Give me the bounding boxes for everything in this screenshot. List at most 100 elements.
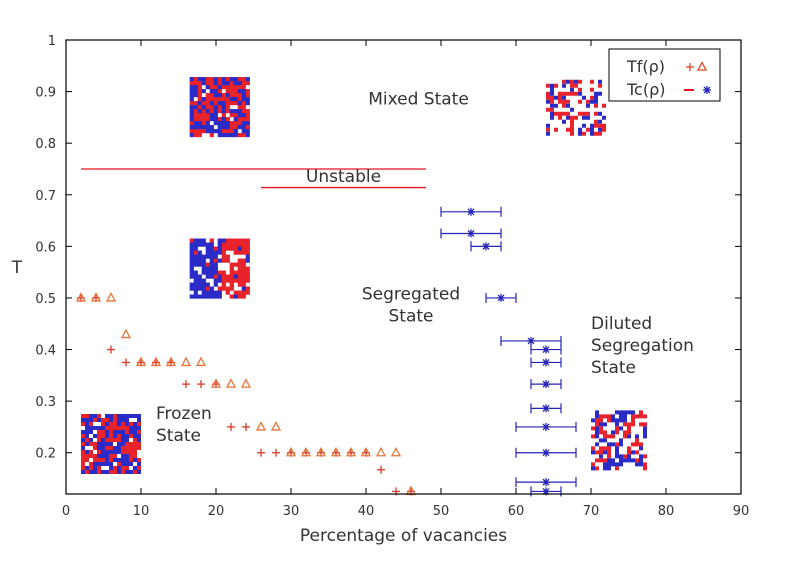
snapshot-blue-particles: [189, 238, 250, 299]
point-tf-plus: [197, 380, 205, 389]
x-tick-label: 0: [62, 504, 70, 519]
legend-tc-star: [703, 86, 711, 94]
star-d2: [467, 208, 475, 216]
legend-tf-plus: [686, 63, 694, 71]
y-tick-label: 0.4: [35, 344, 56, 359]
snapshot-blue-particles: [189, 77, 250, 138]
annotation-line: Segregation: [591, 336, 694, 356]
snapshot-mixed: [189, 77, 250, 138]
star-d2: [482, 242, 490, 250]
snapshot-blue-particles: [546, 79, 606, 136]
point-tf-triangle: [390, 446, 402, 457]
y-tick-label: 0.7: [35, 189, 56, 204]
snapshot-vacancies: [189, 238, 250, 299]
point-tc-star: [542, 478, 550, 487]
annotation-frozen-state: Frozen State: [156, 404, 212, 446]
point-tf-triangle: [360, 446, 372, 457]
point-tc-star: [542, 404, 550, 413]
x-axis-label: Percentage of vacancies: [300, 526, 507, 546]
annotation-segregated-state: Segregated State: [362, 285, 460, 327]
snapshot-frozen: [81, 414, 141, 474]
point-tf-triangle: [210, 378, 222, 388]
y-axis-label: T: [11, 258, 23, 278]
point-tf-triangle: [75, 292, 87, 302]
snapshot-diluted-high: [546, 79, 606, 137]
point-tf-triangle: [195, 356, 207, 367]
annotation-line: State: [591, 358, 636, 378]
y-tick-label: 0.2: [35, 447, 56, 462]
legend-box: [608, 48, 721, 102]
star-d2: [497, 294, 505, 302]
legend-label-tc: Tc(ρ): [626, 80, 666, 99]
snapshot-blue-particles: [591, 410, 647, 471]
point-tc-star: [542, 358, 550, 367]
snapshot-vacancies: [546, 79, 606, 136]
snapshot-blue-particles: [81, 414, 141, 474]
star-d2: [542, 478, 550, 486]
point-tf-plus: [242, 422, 250, 431]
star-d2: [542, 449, 550, 457]
point-tf-triangle: [255, 421, 267, 431]
point-tf-triangle: [180, 356, 192, 367]
star-d2: [703, 86, 711, 94]
point-tf-plus: [272, 448, 280, 457]
y-tick-label: 0.5: [35, 292, 56, 307]
y-tick-label: 0.6: [35, 240, 56, 255]
point-tc-star: [467, 207, 475, 216]
x-tick-label: 40: [358, 504, 375, 519]
x-tick-label: 20: [208, 504, 225, 519]
legend-tf-triangle: [696, 61, 708, 71]
point-tc-star: [482, 242, 490, 251]
point-tf-triangle: [315, 446, 327, 457]
x-tick-label: 50: [433, 504, 450, 519]
point-tf-plus: [182, 380, 190, 389]
point-tf-triangle: [270, 421, 282, 431]
annotation-line: Diluted: [591, 314, 652, 334]
annotation-unstable: Unstable: [306, 167, 381, 187]
star-d2: [542, 346, 550, 354]
x-tick-label: 60: [508, 504, 525, 519]
x-tick-label: 10: [133, 504, 150, 519]
point-tf-triangle: [165, 356, 177, 367]
point-tf-triangle: [135, 356, 147, 367]
star-d2: [542, 358, 550, 366]
point-tf-triangle: [105, 292, 117, 302]
annotation-line: Unstable: [306, 167, 381, 187]
annotation-line: State: [389, 307, 434, 327]
point-tf-plus: [107, 345, 115, 354]
point-tf-triangle: [375, 446, 387, 457]
point-tf-triangle: [240, 378, 252, 388]
point-tf-triangle: [90, 292, 102, 302]
error-bars-layer: [440, 206, 577, 497]
series-*: [467, 207, 550, 496]
snapshot-red-particles: [546, 79, 606, 136]
star-d2: [527, 337, 535, 345]
x-tick-label: 30: [283, 504, 300, 519]
point-tf-triangle: [285, 446, 297, 457]
snapshots-layer: [81, 77, 648, 474]
snapshot-diluted-low: [591, 410, 648, 471]
point-tf-triangle: [225, 378, 237, 388]
point-tf-triangle: [345, 446, 357, 457]
y-tick-label: 0.3: [35, 395, 56, 410]
points-layer: [75, 207, 550, 496]
point-tf-plus: [227, 422, 235, 431]
y-tick-label: 1: [48, 34, 56, 49]
star-d2: [542, 380, 550, 388]
annotation-mixed-state: Mixed State: [368, 89, 469, 109]
point-tf-triangle: [330, 446, 342, 457]
point-tf-triangle: [150, 356, 162, 367]
x-tick-label: 80: [658, 504, 675, 519]
point-tc-star: [467, 229, 475, 238]
legend-label-tf: Tf(ρ): [626, 57, 665, 76]
y-tick-label: 0.9: [35, 86, 56, 101]
point-tf-triangle: [120, 328, 132, 339]
point-tf-plus: [122, 358, 130, 367]
annotation-diluted-segregation-state: Diluted Segregation State: [591, 314, 694, 378]
star-d2: [542, 404, 550, 412]
point-tc-star: [497, 293, 505, 302]
annotation-line: Segregated: [362, 285, 460, 305]
legend: Tf(ρ) Tc(ρ): [608, 48, 721, 102]
star-d2: [467, 230, 475, 237]
